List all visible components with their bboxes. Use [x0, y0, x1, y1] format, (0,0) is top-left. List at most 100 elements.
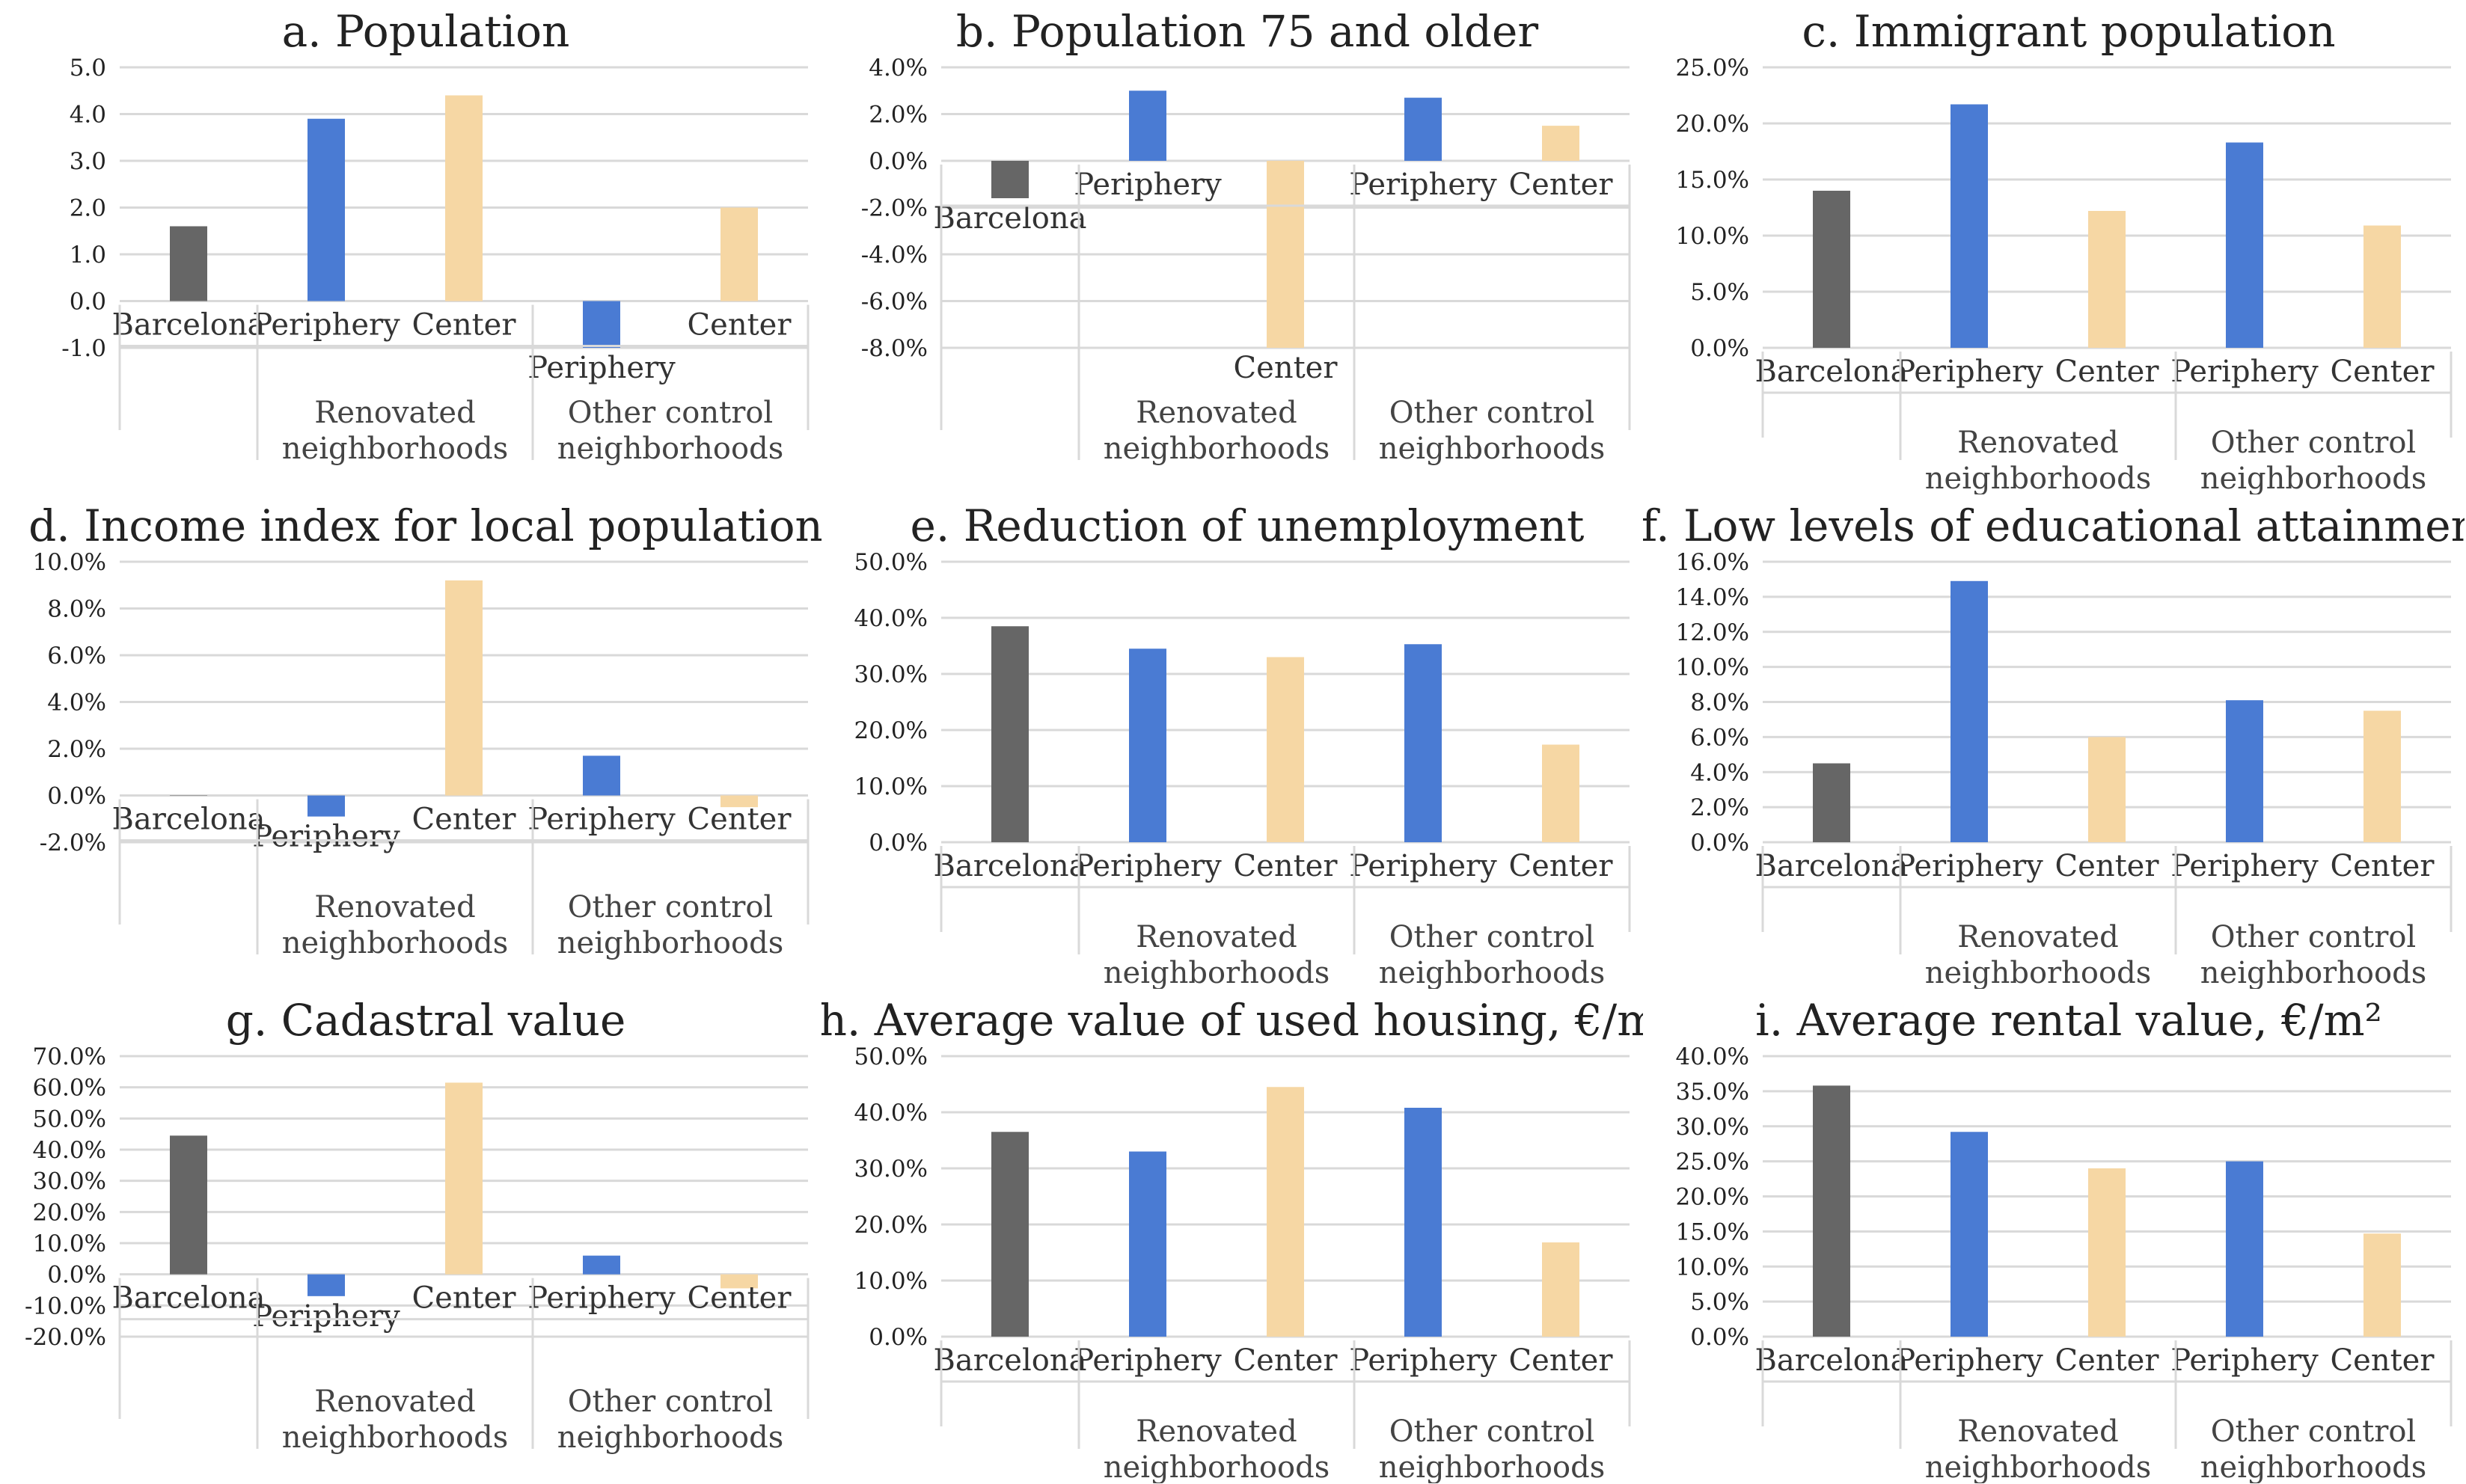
bar-ren_center [1267, 1087, 1304, 1337]
group-label-renovated: neighborhoods [282, 926, 508, 960]
y-tick-label: 4.0 [70, 102, 106, 129]
bar-oth_periphery [1404, 1108, 1442, 1337]
y-tick-label: -10.0% [25, 1293, 106, 1319]
chart-panel-h: h. Average value of used housing, €/m² 50… [822, 989, 1643, 1483]
category-label: Periphery [1895, 849, 2043, 883]
category-label: Periphery [527, 803, 676, 837]
bar-oth_center [720, 207, 758, 301]
bar-ren_periphery [1129, 1151, 1166, 1337]
category-label: Periphery [1895, 1343, 2043, 1378]
bar-barcelona [991, 626, 1029, 842]
category-label: Barcelona [934, 201, 1087, 236]
y-tick-label: 0.0% [869, 830, 928, 856]
category-label: Center [1234, 1343, 1338, 1378]
chart-title: b. Population 75 and older [956, 6, 1538, 57]
category-label: Center [688, 803, 792, 837]
bar-ren_periphery [1951, 580, 1988, 842]
chart-title: i. Average rental value, €/m² [1755, 995, 2382, 1046]
chart-d: d. Income index for local population10.0… [28, 500, 822, 960]
bar-ren_center [1267, 657, 1304, 842]
category-label: Center [2055, 355, 2160, 389]
group-label-renovated: neighborhoods [1925, 1450, 2151, 1483]
y-tick-label: 3.0 [70, 148, 106, 175]
y-tick-label: 4.0% [47, 690, 106, 717]
chart-panel-b: b. Population 75 and older 4.0% 2.0% 0.0% -2… [822, 0, 1643, 494]
group-label-renovated: Renovated [1136, 396, 1297, 430]
chart-title: h. Average value of used housing, €/m² [822, 995, 1643, 1046]
y-tick-label: 60.0% [33, 1075, 106, 1102]
category-label: Barcelona [934, 849, 1087, 883]
y-tick-label: 10.0% [1676, 1254, 1749, 1281]
category-label: Periphery [1349, 849, 1497, 883]
group-label-renovated: Renovated [1957, 920, 2118, 954]
group-label-renovated: Renovated [1136, 1414, 1297, 1449]
category-label: Barcelona [112, 1281, 266, 1316]
chart-c: c. Immigrant population 25.0% 20.0% 15.0% 10… [1676, 6, 2453, 494]
category-label: Periphery [2170, 1343, 2319, 1378]
chart-title: e. Reduction of unemployment [911, 500, 1585, 551]
bar-ren_periphery [1129, 649, 1166, 842]
category-label: Periphery [252, 1299, 400, 1334]
y-tick-label: 15.0% [1676, 167, 1749, 194]
category-label: Periphery [1895, 355, 2043, 389]
bar-barcelona [991, 1132, 1029, 1337]
y-tick-label: 2.0 [70, 195, 106, 222]
y-tick-label: -2.0% [861, 195, 928, 222]
group-label-renovated: Renovated [314, 1385, 475, 1419]
y-tick-label: 50.0% [33, 1106, 106, 1132]
bar-oth_center [1542, 126, 1579, 161]
y-tick-label: 2.0% [47, 736, 106, 763]
category-label: Barcelona [112, 803, 266, 837]
chart-panel-a: a. Population 5.0 4.0 3.0 2.0 1.0 0.0 -1.0 Barce… [0, 0, 822, 494]
bar-barcelona [170, 795, 207, 796]
y-tick-label: -8.0% [861, 335, 928, 362]
category-label: Periphery [1074, 849, 1222, 883]
group-label-renovated: neighborhoods [1104, 956, 1330, 989]
chart-g: g. Cadastral value 70.0% 60.0% 50.0% 40.0% 30… [25, 995, 810, 1455]
chart-b: b. Population 75 and older 4.0% 2.0% 0.0% -2… [861, 6, 1631, 466]
group-label-renovated: Renovated [1136, 920, 1297, 954]
category-label: Periphery [2170, 355, 2319, 389]
group-label-other: Other control [2211, 426, 2416, 460]
bar-oth_center [2363, 1233, 2401, 1337]
y-tick-label: 0.0% [869, 1324, 928, 1351]
y-tick-label: 5.0% [1690, 279, 1749, 306]
y-tick-label: 20.0% [1676, 1184, 1749, 1211]
bar-barcelona [170, 226, 207, 301]
category-label: Center [2055, 849, 2160, 883]
y-tick-label: 8.0% [1690, 690, 1749, 717]
y-tick-label: 0.0% [1690, 830, 1749, 856]
y-tick-label: 10.0% [1676, 654, 1749, 681]
chart-panel-i: i. Average rental value, €/m² 40.0% 35.0% 3… [1643, 989, 2465, 1483]
category-label: Center [1509, 1343, 1614, 1378]
bar-oth_periphery [2226, 1161, 2263, 1337]
y-tick-label: 0.0% [47, 783, 106, 810]
category-label: Periphery [2170, 849, 2319, 883]
y-tick-label: 2.0% [1690, 794, 1749, 821]
bar-oth_center [720, 1274, 758, 1289]
y-tick-label: 70.0% [33, 1043, 106, 1070]
y-tick-label: 35.0% [1676, 1079, 1749, 1106]
category-label: Center [1509, 168, 1614, 202]
bar-ren_center [445, 1082, 483, 1275]
group-label-other: neighborhoods [2200, 956, 2426, 989]
group-label-other: neighborhoods [2200, 462, 2426, 494]
category-label: Barcelona [1755, 1343, 1909, 1378]
category-label: Periphery [1074, 168, 1222, 202]
group-label-other: Other control [568, 890, 773, 925]
y-tick-label: 0.0% [869, 148, 928, 175]
group-label-other: neighborhoods [557, 926, 783, 960]
group-label-renovated: Renovated [1957, 1414, 2118, 1449]
y-tick-label: 1.0 [70, 242, 106, 269]
bar-ren_center [2088, 737, 2126, 842]
bar-barcelona [170, 1135, 207, 1275]
group-label-other: Other control [2211, 920, 2416, 954]
y-tick-label: 30.0% [1676, 1114, 1749, 1141]
bar-oth_periphery [1404, 97, 1442, 161]
chart-panel-e: e. Reduction of unemployment 50.0% 40.0% 30… [822, 494, 1643, 989]
y-tick-label: 20.0% [33, 1199, 106, 1226]
group-label-other: Other control [1389, 920, 1594, 954]
